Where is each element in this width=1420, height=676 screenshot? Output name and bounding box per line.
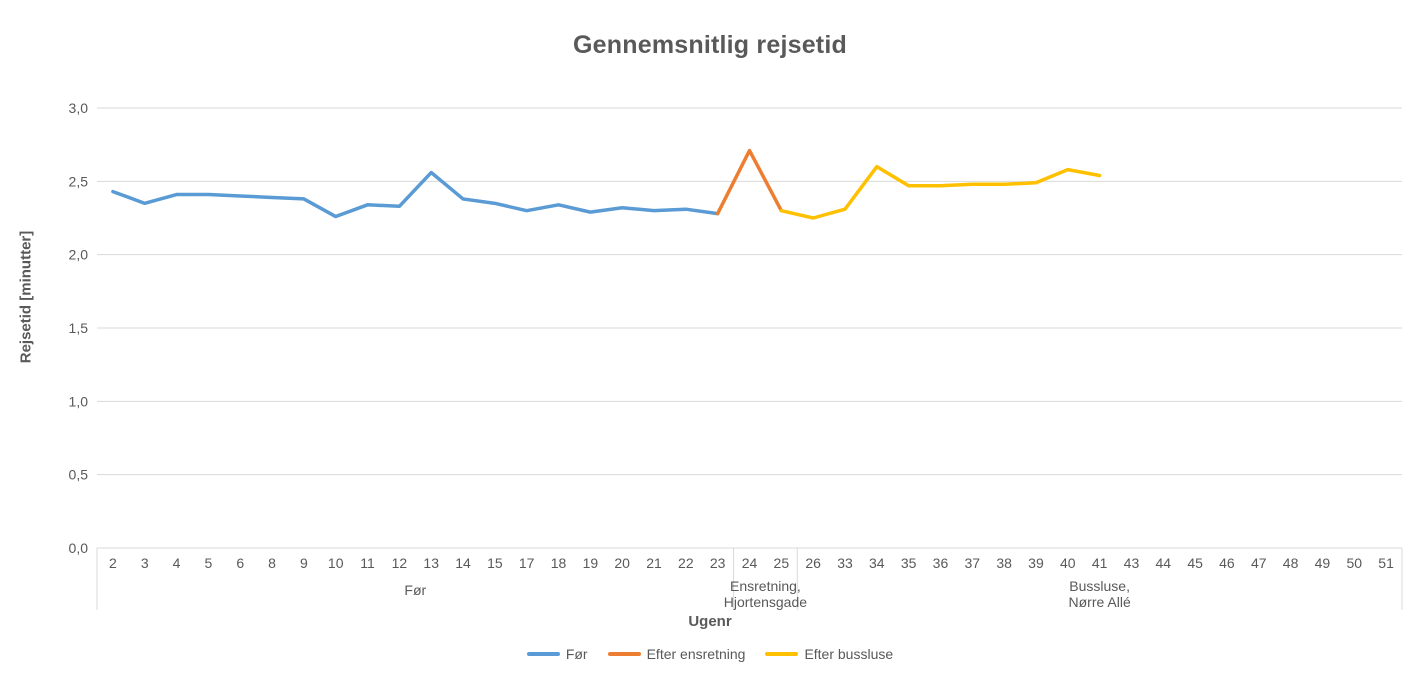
legend-swatch-efter-ensretning (607, 652, 641, 656)
x-tick-label: 4 (173, 555, 181, 571)
y-tick-label: 0,5 (69, 467, 89, 483)
x-tick-label: 39 (1028, 555, 1044, 571)
x-tick-label: 12 (392, 555, 408, 571)
x-tick-label: 43 (1124, 555, 1140, 571)
legend-label: Før (565, 646, 588, 662)
x-tick-label: 9 (300, 555, 308, 571)
x-tick-label: 50 (1346, 555, 1362, 571)
x-tick-label: 21 (646, 555, 662, 571)
x-tick-label: 36 (933, 555, 949, 571)
x-tick-label: 25 (774, 555, 790, 571)
legend-item-før: Før (526, 646, 588, 662)
series-line-efter-ensretning (715, 148, 784, 216)
x-tick-label: 15 (487, 555, 503, 571)
category-group-label: Ensretning, (730, 578, 801, 594)
x-tick-label: 13 (423, 555, 439, 571)
y-tick-label: 0,0 (69, 540, 89, 556)
x-tick-label: 49 (1315, 555, 1331, 571)
legend-item-efter-bussluse: Efter bussluse (765, 646, 893, 662)
x-tick-label: 37 (965, 555, 981, 571)
x-tick-label: 22 (678, 555, 694, 571)
x-tick-label: 23 (710, 555, 726, 571)
x-tick-label: 40 (1060, 555, 1076, 571)
y-tick-label: 2,0 (69, 247, 89, 263)
y-tick-label: 2,5 (69, 173, 89, 189)
category-group-label: Nørre Allé (1069, 594, 1131, 610)
x-tick-label: 35 (901, 555, 917, 571)
x-tick-label: 17 (519, 555, 535, 571)
x-tick-label: 19 (583, 555, 599, 571)
legend-swatch-efter-bussluse (765, 652, 799, 656)
x-tick-label: 8 (268, 555, 276, 571)
x-tick-label: 10 (328, 555, 344, 571)
x-tick-label: 2 (109, 555, 117, 571)
chart-title: Gennemsnitlig rejsetid (573, 31, 847, 59)
x-tick-label: 48 (1283, 555, 1299, 571)
x-tick-label: 33 (837, 555, 853, 571)
series-line-efter-bussluse (779, 164, 1102, 220)
x-tick-label: 3 (141, 555, 149, 571)
y-tick-label: 3,0 (69, 100, 89, 116)
x-tick-label: 5 (205, 555, 213, 571)
legend-label: Efter bussluse (804, 646, 894, 662)
x-tick-label: 11 (360, 555, 375, 571)
x-tick-label: 44 (1155, 555, 1171, 571)
category-group-label: Hjortensgade (724, 594, 807, 610)
x-tick-label: 18 (551, 555, 567, 571)
y-tick-label: 1,5 (69, 320, 89, 336)
category-group-label: Bussluse, (1069, 578, 1130, 594)
x-tick-label: 51 (1378, 555, 1394, 571)
x-tick-label: 47 (1251, 555, 1267, 571)
x-tick-label: 26 (805, 555, 821, 571)
legend-item-efter-ensretning: Efter ensretning (607, 646, 746, 662)
series-line-før (111, 170, 720, 219)
legend: Før Efter ensretning Efter bussluse (0, 646, 1420, 662)
x-tick-label: 14 (455, 555, 471, 571)
x-tick-label: 46 (1219, 555, 1235, 571)
legend-swatch-før (526, 652, 560, 656)
x-tick-label: 34 (869, 555, 885, 571)
x-axis-title: Ugenr (688, 613, 732, 630)
x-tick-label: 38 (996, 555, 1012, 571)
category-group-label: Før (404, 582, 426, 598)
x-tick-label: 45 (1187, 555, 1203, 571)
x-tick-label: 6 (236, 555, 244, 571)
x-tick-label: 20 (614, 555, 630, 571)
legend-label: Efter ensretning (646, 646, 746, 662)
x-tick-label: 24 (742, 555, 758, 571)
y-tick-label: 1,0 (69, 393, 89, 409)
x-tick-label: 41 (1092, 555, 1108, 571)
